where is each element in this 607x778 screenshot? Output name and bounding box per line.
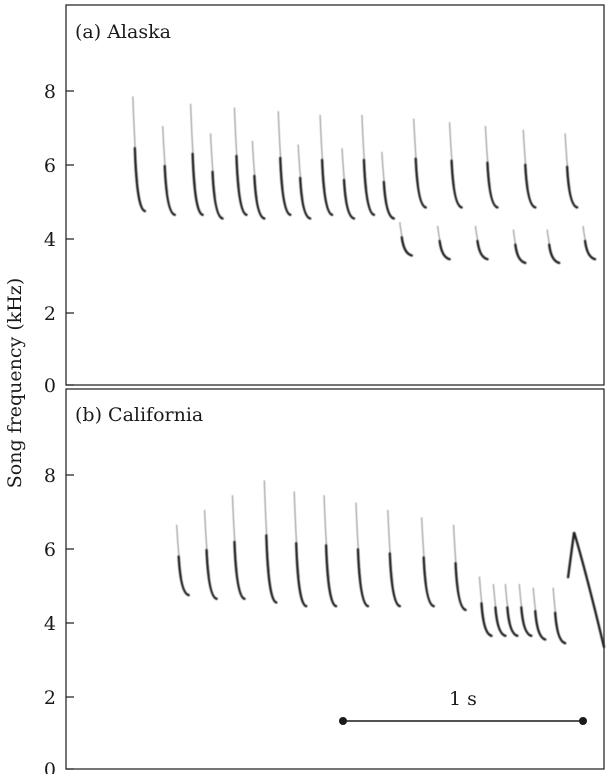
panel-b-note-6: [356, 548, 370, 608]
y-axis-label: Song frequency (kHz): [4, 278, 26, 488]
panel-a-note-11: [382, 180, 396, 220]
panel-b-note-8: [422, 556, 435, 608]
panel-a-tick-label-8: 8: [44, 81, 56, 103]
panel-a-note-5: [253, 174, 266, 220]
scale-bar-label: 1 s: [449, 688, 477, 710]
panel-b-note-7: [388, 552, 402, 608]
panel-b-notes: [176, 480, 606, 649]
panel-a-note-1: [163, 164, 176, 216]
panel-a-note-13: [450, 159, 463, 209]
panel-b-note-5: [324, 543, 338, 608]
panel-b-note-10: [480, 602, 493, 637]
panel-a-note-9: [342, 178, 356, 220]
panel-b-note-3: [265, 534, 278, 604]
panel-b-note-1: [205, 548, 218, 600]
panel-b-label: (b) California: [75, 404, 203, 426]
panel-a-note-4: [235, 154, 248, 216]
panel-a-note-10: [362, 158, 376, 216]
panel-b-tick-label-2: 2: [44, 687, 56, 709]
panel-a-note-0: [133, 146, 147, 213]
panel-b-note-14: [534, 609, 547, 641]
panel-b-note-4: [295, 541, 308, 608]
panel-a-frame: [65, 4, 605, 386]
panel-b-frame: [65, 388, 605, 770]
panel-a-note-2: [191, 152, 204, 216]
panel-a-tick-label-6: 6: [44, 155, 56, 177]
panel-a-label: (a) Alaska: [75, 21, 171, 43]
panel-a-note-18: [400, 235, 413, 257]
panel-a-note-20: [476, 239, 489, 261]
panel-b-note-13: [520, 606, 533, 637]
panel-b-descending-sweep: [566, 531, 606, 649]
panel-b-note-0: [177, 555, 190, 597]
panel-a-note-3: [211, 170, 224, 220]
time-scale-bar: 1 s: [339, 688, 587, 725]
panel-a-note-21: [514, 243, 527, 265]
panel-a-note-8: [320, 158, 334, 216]
panel-b-tick-label-6: 6: [44, 539, 56, 561]
panel-b-y-axis: 0 2 4 6 8: [44, 465, 74, 778]
panel-a-tick-label-2: 2: [44, 303, 56, 325]
panel-b-note-12: [506, 606, 519, 637]
panel-b-note-2: [233, 540, 246, 600]
panel-b-tick-label-0: 0: [44, 759, 56, 774]
scale-bar-end-dot: [579, 717, 587, 725]
scale-bar-start-dot: [339, 717, 347, 725]
panel-b-tick-label-4: 4: [44, 613, 56, 635]
panel-b-note-9: [454, 561, 467, 612]
panel-b-note-15: [553, 611, 567, 645]
panel-a-note-15: [524, 163, 537, 209]
panel-b-note-11: [494, 606, 507, 637]
panel-a-note-7: [298, 176, 312, 220]
panel-a-note-12: [414, 157, 427, 209]
panel-a-y-axis: 0 2 4 6 8: [44, 81, 74, 397]
panel-a-note-23: [583, 239, 597, 261]
panel-b-tick-label-8: 8: [44, 465, 56, 487]
panel-a-note-6: [279, 156, 292, 216]
panel-a-note-14: [486, 161, 499, 209]
panel-a-note-19: [438, 239, 451, 261]
panel-a-tick-label-0: 0: [44, 375, 56, 397]
panel-a-notes: [132, 96, 597, 265]
panel-a-note-16: [565, 165, 579, 209]
panel-a-tick-label-4: 4: [44, 229, 56, 251]
panel-a-note-22: [547, 243, 561, 265]
